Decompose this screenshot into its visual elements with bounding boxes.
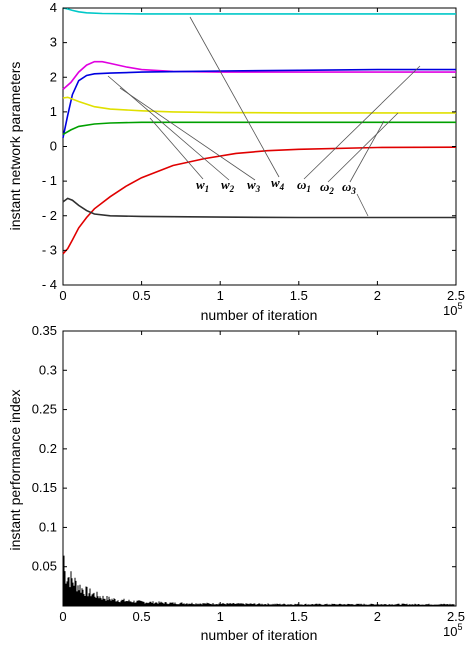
- annotation-1: w1: [196, 177, 209, 194]
- annotation-6: ω2: [320, 179, 334, 196]
- performance-x-ticks: 0 0.5 1 1.5 2 2.5: [59, 331, 465, 624]
- y-tick-label: - 2: [42, 208, 57, 223]
- x-tick-label: 2: [374, 288, 381, 303]
- performance-x-scale-exponent: 5: [457, 622, 462, 632]
- y-tick-label: 0.2: [39, 441, 57, 456]
- y-tick-label: 0.3: [39, 362, 57, 377]
- y-tick-label: 4: [50, 0, 57, 15]
- x-tick-label: 0: [59, 609, 66, 624]
- series-line-7: [62, 197, 456, 219]
- x-tick-label: 1: [217, 288, 224, 303]
- y-tick-label: 1: [50, 104, 57, 119]
- y-tick-label: 0.15: [32, 480, 57, 495]
- leader-line-1: [149, 117, 204, 180]
- series-line-4: [62, 96, 456, 114]
- y-tick-label: 0.1: [39, 519, 57, 534]
- annotation-5: ω1: [297, 177, 311, 194]
- parameter-annotations: w1 w2 w3 w4 ω1 ω2 ω3: [196, 175, 356, 196]
- y-tick-label: 0.05: [32, 559, 57, 574]
- performance-bars: [63, 555, 455, 606]
- annotation-3: w3: [247, 177, 261, 194]
- x-tick-label: 2.5: [447, 609, 465, 624]
- leader-line-3: [119, 87, 256, 181]
- performance-plot-area: [62, 330, 457, 607]
- x-tick-label: 1: [217, 609, 224, 624]
- y-tick-label: 2: [50, 69, 57, 84]
- x-tick-label: 2: [374, 609, 381, 624]
- parameters-y-ticks: 4 3 2 1 0 - 1 - 2 - 3 - 4: [42, 0, 456, 292]
- x-tick-label: 1.5: [290, 288, 308, 303]
- leader-line-6: [327, 112, 399, 183]
- x-tick-label: 2.5: [447, 288, 465, 303]
- leader-line-7: [349, 120, 385, 183]
- performance-chart: 0 0.5 1 1.5 2 2.5 0.35 0.3 0.25 0.2 0.15 0.1 0.05 n…: [7, 323, 465, 643]
- annotation-2: w2: [221, 177, 235, 194]
- leader-line-4: [189, 16, 280, 178]
- leader-line-8: [356, 193, 369, 217]
- parameters-x-scale: 105: [443, 301, 462, 318]
- annotation-leader-lines: [107, 16, 421, 217]
- y-tick-label: - 3: [42, 242, 57, 257]
- y-tick-label: 0: [50, 139, 57, 154]
- parameters-x-ticks: 0 0.5 1 1.5 2 2.5: [59, 8, 465, 303]
- x-tick-label: 0.5: [133, 609, 151, 624]
- parameters-plot-area: [62, 7, 457, 286]
- series-line-5: [62, 121, 456, 136]
- y-tick-label: 0.25: [32, 402, 57, 417]
- performance-y-ticks: 0.35 0.3 0.25 0.2 0.15 0.1 0.05: [32, 323, 456, 574]
- x-tick-label: 1.5: [290, 609, 308, 624]
- parameters-x-scale-exponent: 5: [457, 301, 462, 311]
- annotation-7: ω3: [342, 179, 356, 196]
- parameters-y-axis-label: instant network parameters: [7, 62, 23, 231]
- leader-line-5: [303, 65, 421, 180]
- parameters-series-group: [62, 7, 457, 255]
- performance-x-scale: 105: [443, 622, 462, 639]
- annotation-4: w4: [271, 175, 285, 192]
- series-line-6: [62, 146, 457, 255]
- performance-x-scale-base: 10: [443, 624, 457, 639]
- x-tick-label: 0.5: [133, 288, 151, 303]
- parameters-x-axis-label: number of iteration: [201, 307, 318, 323]
- parameters-x-scale-base: 10: [443, 303, 457, 318]
- performance-y-axis-label: instant performance index: [7, 389, 23, 550]
- series-line-3: [62, 68, 456, 138]
- y-tick-label: - 1: [42, 173, 57, 188]
- x-tick-label: 0: [59, 288, 66, 303]
- performance-x-axis-label: number of iteration: [201, 627, 318, 643]
- series-line-2: [62, 60, 456, 90]
- y-tick-label: 3: [50, 35, 57, 50]
- y-tick-label: - 4: [42, 277, 57, 292]
- series-line-1: [62, 7, 456, 15]
- y-tick-label: 0.35: [32, 323, 57, 338]
